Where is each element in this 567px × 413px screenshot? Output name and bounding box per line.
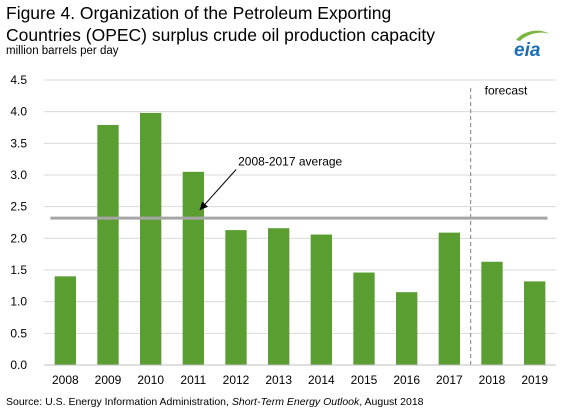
logo-swoosh [516, 30, 550, 41]
logo-text: eia [514, 40, 541, 61]
bar-2010 [140, 112, 162, 365]
x-tick-label: 2008 [52, 373, 79, 387]
average-annotation-arrow [199, 169, 237, 211]
average-label: 2008-2017 average [238, 155, 342, 169]
units-label: million barrels per day [6, 45, 119, 57]
y-tick-label: 3.5 [10, 136, 27, 150]
average-annotation-arrowhead [199, 201, 209, 211]
x-tick-label: 2010 [137, 373, 164, 387]
source-note: Source: U.S. Energy Information Administ… [6, 396, 424, 408]
source-suffix: , August 2018 [359, 396, 424, 408]
x-tick-label: 2012 [223, 373, 250, 387]
gridlines [44, 79, 556, 334]
y-tick-label: 0.5 [10, 326, 27, 340]
y-tick-label: 1.5 [10, 263, 27, 277]
x-tick-label: 2011 [180, 373, 206, 387]
eia-logo: eia [508, 28, 556, 69]
source-title: Short-Term Energy Outlook [231, 396, 360, 408]
x-tick-label: 2017 [436, 373, 463, 387]
bar-2019 [524, 281, 546, 365]
bar-2015 [353, 272, 375, 365]
bar-2013 [268, 228, 290, 365]
y-tick-label: 2.5 [10, 200, 27, 214]
y-tick-label: 2.0 [10, 231, 27, 245]
y-tick-label: 1.0 [10, 295, 27, 309]
title-line-2: Countries (OPEC) surplus crude oil produ… [6, 25, 435, 45]
x-tick-label: 2015 [351, 373, 378, 387]
y-axis-tick-labels: 0.0 0.5 1.0 1.5 2.0 2.5 3.0 3.5 4.0 4.5 [10, 73, 27, 372]
x-tick-label: 2016 [393, 373, 420, 387]
y-tick-label: 4.5 [10, 73, 27, 87]
bar-2016 [396, 292, 418, 365]
x-axis-tick-labels: 2008 2009 2010 2011 2012 2013 2014 2015 2016 2017… [52, 373, 548, 387]
forecast-label: forecast [485, 84, 528, 98]
bar-2014 [310, 234, 332, 365]
bars [54, 112, 546, 365]
source-prefix: Source: U.S. Energy Information Administ… [6, 396, 232, 408]
bar-2009 [97, 124, 119, 365]
y-tick-label: 4.0 [10, 105, 27, 119]
y-tick-label: 0.0 [10, 358, 27, 372]
x-tick-label: 2009 [95, 373, 122, 387]
x-tick-label: 2014 [308, 373, 335, 387]
x-tick-label: 2013 [265, 373, 292, 387]
bar-2011 [182, 171, 204, 365]
bar-2018 [481, 261, 503, 365]
bar-2017 [438, 232, 460, 365]
y-tick-label: 3.0 [10, 168, 27, 182]
chart-title: Figure 4. Organization of the Petroleum … [6, 2, 476, 46]
x-tick-label: 2018 [479, 373, 506, 387]
bar-2012 [225, 230, 247, 365]
title-line-1: Figure 4. Organization of the Petroleum … [6, 3, 392, 23]
x-tick-label: 2019 [521, 373, 548, 387]
bar-2008 [54, 276, 76, 365]
